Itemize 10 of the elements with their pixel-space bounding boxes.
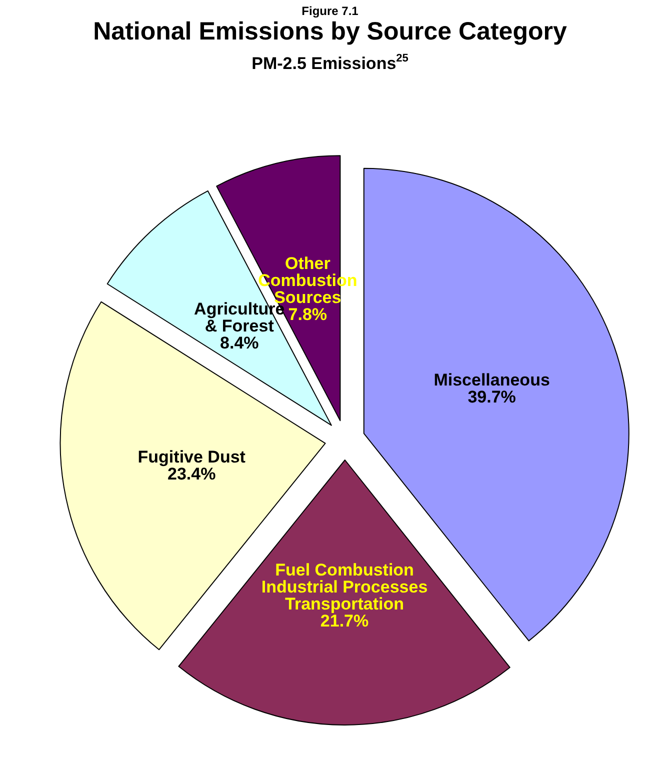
data-label: 7.8%: [288, 305, 328, 324]
data-label: 39.7%: [468, 388, 516, 407]
data-label: 8.4%: [220, 333, 259, 352]
data-label: 21.7%: [320, 612, 369, 630]
caption: Figure 7.1: [302, 4, 359, 18]
slice-label: Fugitive Dust: [138, 448, 246, 467]
chart-title: National Emissions by Source Category: [93, 18, 567, 46]
slice-label: Miscellaneous: [434, 370, 550, 390]
slice-label: Fuel Combustion Industrial Processes Transportation: [261, 560, 428, 614]
data-label: 23.4%: [168, 464, 216, 484]
